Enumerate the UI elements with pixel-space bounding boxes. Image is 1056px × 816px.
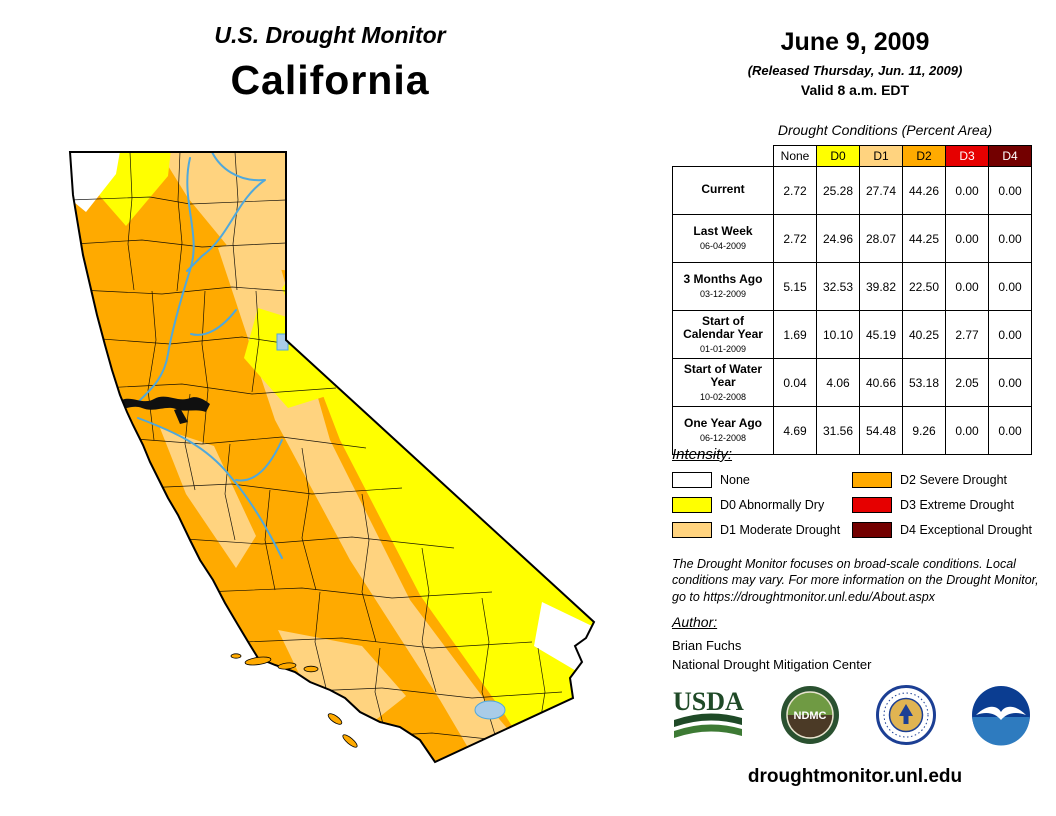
- author-block: Author: Brian Fuchs National Drought Mit…: [672, 614, 871, 672]
- ndmc-logo: NDMC: [781, 686, 840, 744]
- row-label: One Year Ago 06-12-2008: [672, 406, 774, 455]
- monitor-title: U.S. Drought Monitor: [214, 22, 446, 48]
- table-cell: 25.28: [816, 166, 860, 215]
- usda-logo-text: USDA: [673, 687, 744, 716]
- lakes: [276, 333, 506, 720]
- col-header-d4: D4: [988, 145, 1032, 167]
- table-cell: 0.00: [988, 310, 1032, 359]
- legend-item-none: None: [672, 472, 852, 488]
- col-header-d2: D2: [902, 145, 946, 167]
- commerce-seal-logo: [875, 685, 936, 745]
- table-cell: 1.69: [773, 310, 817, 359]
- map-date: June 9, 2009: [780, 28, 930, 56]
- row-label: Start of Calendar Year 01-01-2009: [672, 310, 774, 359]
- row-label: Current: [672, 166, 774, 215]
- table-cell: 28.07: [859, 214, 903, 263]
- table-header-row: None D0 D1 D2 D3 D4: [673, 145, 1032, 167]
- legend-title: Intensity:: [672, 446, 733, 463]
- table-cell: 0.00: [945, 262, 989, 311]
- author-name: Brian Fuchs: [672, 638, 742, 653]
- table-cell: 10.10: [816, 310, 860, 359]
- channel-islands: [230, 653, 358, 748]
- logos-row: USDA NDMC: [670, 684, 1032, 746]
- california-drought-map: [30, 140, 650, 800]
- author-org: National Drought Mitigation Center: [672, 657, 872, 672]
- table-cell: 27.74: [859, 166, 903, 215]
- col-header-d1: D1: [859, 145, 903, 167]
- intensity-legend: Intensity: None D0 Abnormally Dry D1 Mod…: [672, 446, 1044, 547]
- footer-url: droughtmonitor.unl.edu: [747, 766, 963, 787]
- d4-swatch: [852, 522, 892, 538]
- col-header-none: None: [773, 145, 817, 167]
- released-date: (Released Thursday, Jun. 11, 2009): [747, 63, 963, 78]
- table-cell: 2.05: [945, 358, 989, 407]
- table-row: Last Week 06-04-2009 2.72 24.96 28.07 44.…: [672, 214, 1032, 263]
- table-cell: 24.96: [816, 214, 860, 263]
- d2-swatch: [852, 472, 892, 488]
- legend-item-d3: D3 Extreme Drought: [852, 497, 1044, 513]
- valid-time: Valid 8 a.m. EDT: [800, 82, 910, 98]
- table-cell: 0.00: [988, 214, 1032, 263]
- noaa-logo: [971, 686, 1030, 746]
- drought-regions: [70, 152, 594, 762]
- table-row: One Year Ago 06-12-2008 4.69 31.56 54.48 …: [672, 406, 1032, 455]
- table-cell: 0.04: [773, 358, 817, 407]
- table-cell: 44.26: [902, 166, 946, 215]
- title-block: U.S. Drought Monitor California: [130, 22, 530, 104]
- table-cell: 2.72: [773, 214, 817, 263]
- legend-item-d2: D2 Severe Drought: [852, 472, 1044, 488]
- table-cell: 44.25: [902, 214, 946, 263]
- table-cell: 40.25: [902, 310, 946, 359]
- rivers: [133, 152, 283, 559]
- table-corner-cell: [673, 146, 774, 167]
- table-cell: 53.18: [902, 358, 946, 407]
- legend-item-d0: D0 Abnormally Dry: [672, 497, 852, 513]
- row-label: 3 Months Ago 03-12-2009: [672, 262, 774, 311]
- table-cell: 0.00: [988, 358, 1032, 407]
- d1-swatch: [672, 522, 712, 538]
- d3-swatch: [852, 497, 892, 513]
- col-header-d0: D0: [816, 145, 860, 167]
- table-row: 3 Months Ago 03-12-2009 5.15 32.53 39.82 …: [672, 262, 1032, 311]
- table-cell: 40.66: [859, 358, 903, 407]
- col-header-d3: D3: [945, 145, 989, 167]
- table-cell: 0.00: [988, 262, 1032, 311]
- legend-item-d1: D1 Moderate Drought: [672, 522, 852, 538]
- table-row: Current 2.72 25.28 27.74 44.26 0.00 0.00: [672, 166, 1032, 215]
- table-cell: 54.48: [859, 406, 903, 455]
- state-title: California: [230, 57, 430, 103]
- table-cell: 5.15: [773, 262, 817, 311]
- table-cell: 0.00: [988, 166, 1032, 215]
- table-cell: 22.50: [902, 262, 946, 311]
- drought-conditions-table: None D0 D1 D2 D3 D4 Current 2.72 25.28 2…: [672, 145, 1032, 455]
- none-swatch: [672, 472, 712, 488]
- county-borders: [70, 152, 563, 743]
- table-cell: 4.06: [816, 358, 860, 407]
- ndmc-logo-text: NDMC: [794, 710, 827, 722]
- table-cell: 0.00: [988, 406, 1032, 455]
- table-cell: 0.00: [945, 406, 989, 455]
- table-cell: 9.26: [902, 406, 946, 455]
- row-label: Last Week 06-04-2009: [672, 214, 774, 263]
- legend-item-d4: D4 Exceptional Drought: [852, 522, 1044, 538]
- table-row: Start of Calendar Year 01-01-2009 1.69 10…: [672, 310, 1032, 359]
- row-label: Start of Water Year 10-02-2008: [672, 358, 774, 407]
- usda-logo: USDA: [673, 687, 744, 738]
- table-title: Drought Conditions (Percent Area): [777, 122, 993, 138]
- table-cell: 2.72: [773, 166, 817, 215]
- table-cell: 32.53: [816, 262, 860, 311]
- author-heading: Author:: [672, 614, 718, 630]
- state-outline: [68, 151, 596, 764]
- disclaimer-text: The Drought Monitor focuses on broad-sca…: [672, 557, 1039, 604]
- table-cell: 4.69: [773, 406, 817, 455]
- table-cell: 2.77: [945, 310, 989, 359]
- d0-swatch: [672, 497, 712, 513]
- date-block: June 9, 2009 (Released Thursday, Jun. 11…: [700, 28, 1010, 98]
- table-cell: 0.00: [945, 214, 989, 263]
- table-cell: 45.19: [859, 310, 903, 359]
- sf-bay: [118, 396, 210, 424]
- table-cell: 39.82: [859, 262, 903, 311]
- table-cell: 0.00: [945, 166, 989, 215]
- table-row: Start of Water Year 10-02-2008 0.04 4.06 …: [672, 358, 1032, 407]
